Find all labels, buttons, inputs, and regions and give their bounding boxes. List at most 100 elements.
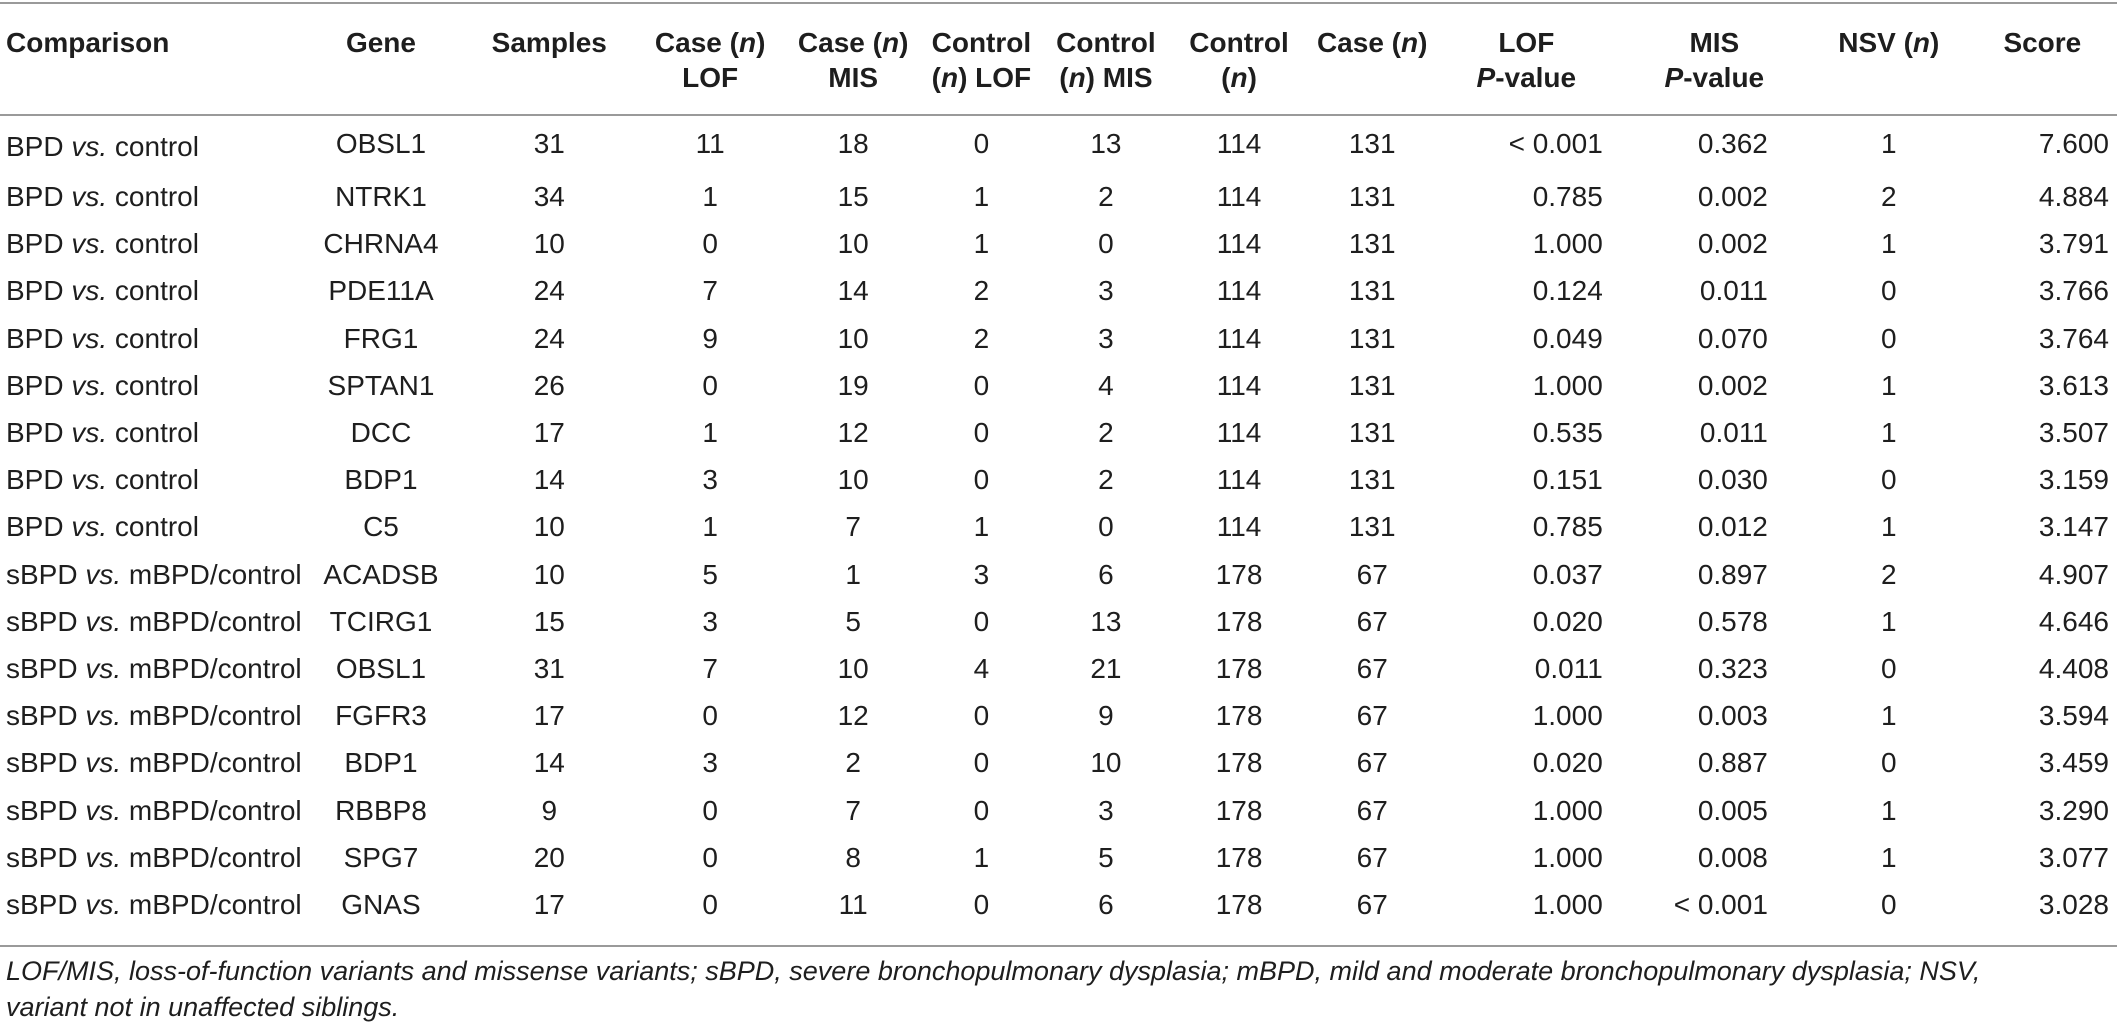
comparison-reference: mBPD/control (128, 700, 302, 732)
cell-control-mis: 0 (1098, 511, 1114, 543)
comparison-vs: vs. (85, 700, 122, 732)
cell-gene: NTRK1 (335, 181, 427, 213)
cell-samples: 9 (541, 794, 558, 826)
cell-samples: 10 (533, 558, 565, 590)
cell-score: 3.459 (2038, 747, 2109, 779)
cell-case-lof: 3 (702, 747, 718, 779)
cell-nsv: 1 (1881, 369, 1897, 401)
cell-control-n: 114 (1216, 228, 1262, 260)
cell-lof-pvalue: 0.011 (1534, 652, 1603, 684)
cell-nsv: 1 (1881, 794, 1897, 826)
cell-score: 4.907 (2038, 558, 2109, 590)
cell-case-mis: 18 (837, 128, 869, 159)
cell-lof-pvalue: 0.785 (1532, 511, 1603, 543)
cell-case-n: 131 (1348, 181, 1396, 213)
cell-control-n: 114 (1216, 464, 1262, 496)
comparison-group: BPD (6, 275, 64, 307)
comparison-vs: vs. (85, 841, 122, 873)
cell-nsv: 0 (1881, 652, 1897, 684)
cell-control-n: 178 (1215, 652, 1263, 684)
cell-gene: GNAS (341, 888, 421, 920)
cell-control-lof: 1 (973, 511, 990, 543)
cell-control-lof: 3 (973, 558, 990, 590)
comparison-reference: control (114, 464, 199, 496)
comparison-vs: vs. (71, 322, 108, 354)
comparison-vs: vs. (85, 794, 122, 826)
cell-gene: OBSL1 (335, 128, 427, 159)
cell-control-n: 114 (1216, 181, 1262, 213)
table-row: BPD vs. control FRG1 24 9 10 2 3 114 131 0.049 0.0… (0, 315, 2117, 362)
cell-gene: TCIRG1 (329, 605, 433, 637)
cell-score: 7.600 (2038, 128, 2109, 159)
comparison-reference: control (114, 322, 199, 354)
cell-mis-pvalue: 0.012 (1697, 511, 1768, 543)
cell-control-mis: 21 (1090, 652, 1122, 684)
col-header-score: Score (2003, 27, 2082, 58)
cell-control-mis: 13 (1090, 605, 1122, 637)
cell-case-mis: 15 (837, 181, 869, 213)
table-row: BPD vs. control NTRK1 34 1 15 1 2 114 131 0.785 0.… (0, 173, 2117, 220)
cell-case-mis: 14 (837, 275, 869, 307)
col-header-gene: Gene (345, 27, 416, 58)
cell-control-n: 178 (1215, 841, 1263, 873)
comparison-vs: vs. (85, 888, 122, 920)
cell-samples: 10 (533, 511, 565, 543)
cell-gene: SPTAN1 (327, 369, 435, 401)
cell-lof-pvalue: 0.535 (1532, 417, 1603, 449)
cell-control-lof: 1 (973, 228, 990, 260)
comparison-vs: vs. (85, 652, 122, 684)
cell-mis-pvalue: 0.008 (1697, 841, 1768, 873)
comparison-vs: vs. (71, 369, 108, 401)
comparison-group: sBPD (6, 888, 78, 920)
comparison-reference: mBPD/control (128, 888, 302, 920)
cell-lof-pvalue: 1.000 (1532, 888, 1603, 920)
cell-case-mis: 7 (845, 511, 861, 543)
cell-samples: 10 (533, 228, 565, 260)
table-row: BPD vs. control OBSL1 31 11 18 0 13 114 131 < 0.0… (0, 114, 2117, 173)
cell-mis-pvalue: 0.030 (1697, 464, 1768, 496)
cell-nsv: 0 (1881, 275, 1897, 307)
cell-lof-pvalue: 0.124 (1532, 275, 1603, 307)
cell-mis-pvalue: 0.002 (1697, 228, 1768, 260)
cell-control-lof: 1 (973, 841, 990, 873)
cell-gene: SPG7 (343, 841, 419, 873)
cell-case-lof: 0 (702, 228, 718, 260)
cell-mis-pvalue: 0.323 (1697, 652, 1768, 684)
cell-control-n: 114 (1216, 369, 1262, 401)
cell-samples: 34 (533, 181, 565, 213)
cell-case-lof: 7 (702, 275, 718, 307)
cell-nsv: 2 (1881, 558, 1897, 590)
cell-samples: 20 (533, 841, 565, 873)
cell-lof-pvalue: 0.037 (1532, 558, 1603, 590)
cell-score: 4.408 (2038, 652, 2109, 684)
cell-gene: CHRNA4 (323, 228, 439, 260)
cell-control-n: 114 (1216, 322, 1262, 354)
cell-comparison: BPD vs. control (0, 267, 296, 314)
table-body: BPD vs. control OBSL1 31 11 18 0 13 114 131 < 0.0… (0, 114, 2117, 928)
cell-case-lof: 0 (702, 841, 718, 873)
cell-gene: FGFR3 (335, 700, 427, 732)
comparison-vs: vs. (85, 605, 122, 637)
cell-case-lof: 1 (702, 181, 718, 213)
cell-score: 4.884 (2038, 181, 2109, 213)
comparison-vs: vs. (71, 417, 108, 449)
table-bottom-rule (0, 945, 2117, 947)
cell-samples: 24 (533, 322, 565, 354)
cell-case-lof: 9 (702, 322, 718, 354)
comparison-reference: control (114, 511, 199, 543)
col-header-case-n: Case (n) (1316, 27, 1428, 58)
cell-case-mis: 10 (837, 464, 869, 496)
cell-nsv: 1 (1881, 605, 1897, 637)
cell-control-lof: 0 (973, 369, 990, 401)
cell-case-n: 131 (1348, 228, 1396, 260)
cell-control-mis: 3 (1098, 794, 1114, 826)
cell-control-mis: 13 (1090, 128, 1122, 159)
table-row: BPD vs. control PDE11A 24 7 14 2 3 114 131 0.124 0… (0, 267, 2117, 314)
cell-nsv: 1 (1881, 228, 1897, 260)
table-row: BPD vs. control SPTAN1 26 0 19 0 4 114 131 1.000 0… (0, 362, 2117, 409)
table-top-rule (0, 2, 2117, 4)
cell-mis-pvalue: 0.005 (1697, 794, 1768, 826)
cell-gene: BDP1 (344, 747, 418, 779)
header-bottom-rule (0, 114, 2117, 116)
cell-control-mis: 0 (1098, 228, 1114, 260)
